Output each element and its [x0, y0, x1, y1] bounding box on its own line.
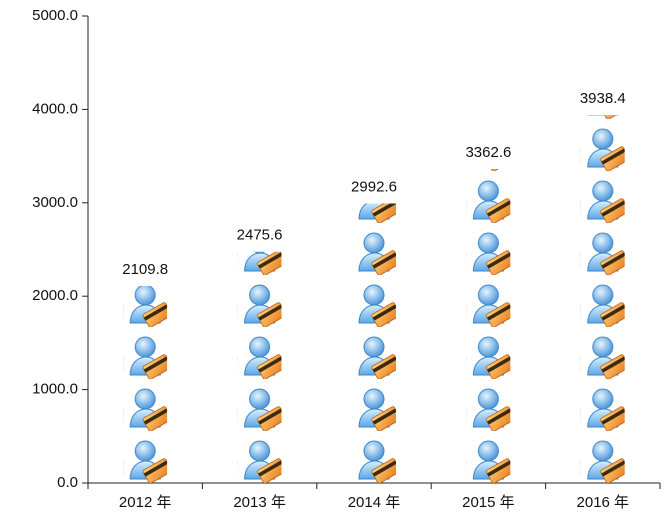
bar [237, 251, 282, 483]
value-label: 3362.6 [465, 144, 511, 161]
x-tick-label: 2015 年 [462, 494, 515, 511]
value-label: 3938.4 [580, 90, 626, 107]
y-tick-label: 1000.0 [32, 381, 78, 398]
y-tick-label: 2000.0 [32, 287, 78, 304]
y-tick-label: 4000.0 [32, 100, 78, 117]
value-label: 2109.8 [122, 261, 168, 278]
bar [466, 168, 511, 483]
bar [123, 285, 168, 483]
value-label: 2475.6 [237, 227, 283, 244]
bar [580, 115, 625, 483]
y-tick-label: 0.0 [57, 474, 78, 491]
x-tick-label: 2013 年 [233, 494, 286, 511]
value-label: 2992.6 [351, 178, 397, 195]
y-tick-label: 3000.0 [32, 194, 78, 211]
x-tick-label: 2016 年 [577, 494, 630, 511]
x-tick-label: 2012 年 [119, 494, 172, 511]
bar [352, 203, 396, 484]
y-tick-label: 5000.0 [32, 7, 78, 24]
x-tick-label: 2014 年 [348, 494, 401, 511]
